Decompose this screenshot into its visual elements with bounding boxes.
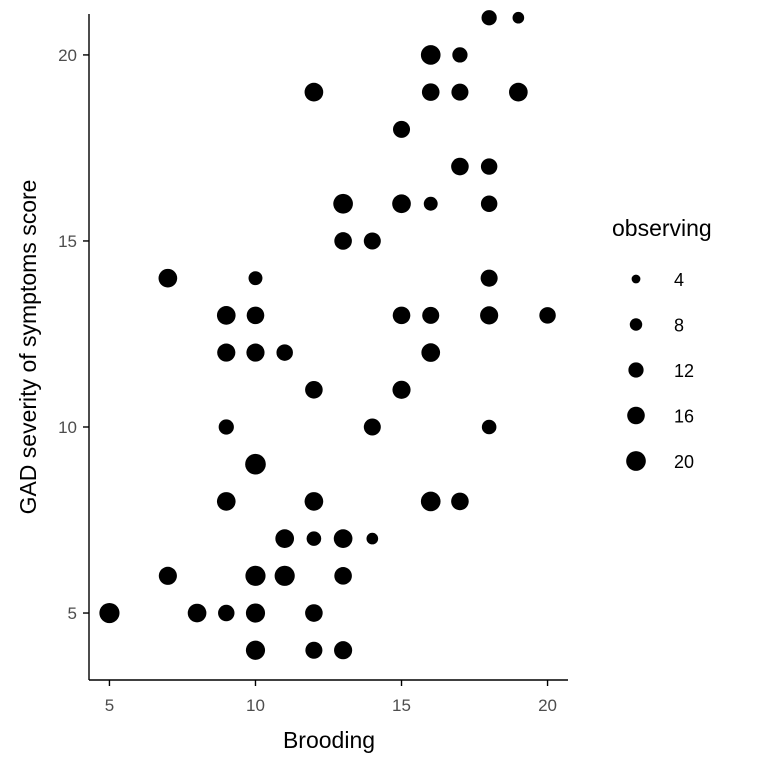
data-point-30 bbox=[305, 380, 323, 399]
data-point-7 bbox=[509, 82, 528, 102]
data-point-52 bbox=[305, 604, 323, 622]
data-point-10 bbox=[480, 158, 498, 175]
data-point-3 bbox=[452, 47, 468, 63]
y-tick-label-10: 10 bbox=[58, 418, 77, 437]
data-point-17 bbox=[158, 268, 178, 288]
data-point-21 bbox=[246, 306, 265, 325]
data-point-34 bbox=[481, 419, 497, 435]
data-point-49 bbox=[187, 603, 207, 623]
data-point-14 bbox=[480, 195, 498, 212]
y-tick-label-5: 5 bbox=[68, 604, 77, 623]
data-point-18 bbox=[248, 271, 263, 286]
data-point-55 bbox=[334, 641, 353, 660]
data-point-1 bbox=[512, 11, 525, 24]
data-point-51 bbox=[245, 603, 266, 623]
data-point-8 bbox=[392, 120, 411, 138]
data-point-54 bbox=[305, 641, 323, 659]
data-point-35 bbox=[245, 453, 266, 475]
data-point-6 bbox=[451, 83, 469, 101]
data-point-28 bbox=[276, 344, 293, 361]
data-point-20 bbox=[216, 306, 236, 325]
ticks-layer: 5 10 15 20 5 10 15 20 bbox=[58, 46, 557, 715]
x-tick-label-5: 5 bbox=[105, 696, 114, 715]
y-tick-label-20: 20 bbox=[58, 46, 77, 65]
data-point-41 bbox=[306, 531, 322, 546]
data-point-36 bbox=[216, 492, 236, 511]
legend-label-20: 20 bbox=[674, 452, 694, 472]
data-point-2 bbox=[420, 45, 441, 65]
data-point-45 bbox=[245, 565, 266, 586]
data-point-0 bbox=[481, 10, 497, 26]
x-tick-label-10: 10 bbox=[246, 696, 265, 715]
legend-key-12 bbox=[628, 362, 644, 378]
data-point-33 bbox=[363, 418, 381, 436]
size-legend: observing 4 8 12 16 20 bbox=[612, 215, 712, 472]
data-point-12 bbox=[392, 194, 411, 214]
data-point-27 bbox=[246, 343, 265, 362]
data-point-16 bbox=[363, 232, 381, 250]
data-point-26 bbox=[217, 343, 236, 362]
data-point-29 bbox=[421, 343, 441, 362]
legend-label-8: 8 bbox=[674, 316, 684, 336]
data-point-32 bbox=[218, 419, 234, 435]
data-point-13 bbox=[423, 196, 438, 211]
legend-label-12: 12 bbox=[674, 361, 694, 381]
y-tick-label-15: 15 bbox=[58, 232, 77, 251]
legend-key-20 bbox=[626, 451, 646, 471]
data-point-53 bbox=[245, 640, 266, 660]
legend-label-4: 4 bbox=[674, 270, 684, 290]
data-point-40 bbox=[275, 529, 295, 548]
points-layer bbox=[99, 10, 556, 660]
legend-key-16 bbox=[627, 406, 645, 425]
data-point-25 bbox=[539, 307, 556, 324]
data-point-48 bbox=[99, 602, 120, 624]
data-point-31 bbox=[392, 380, 411, 399]
data-point-46 bbox=[274, 565, 295, 586]
data-point-11 bbox=[333, 193, 353, 214]
data-point-47 bbox=[334, 567, 352, 585]
legend-label-16: 16 bbox=[674, 407, 694, 427]
data-point-38 bbox=[420, 491, 441, 512]
data-point-5 bbox=[421, 83, 440, 101]
y-axis-title: GAD severity of symptoms score bbox=[15, 180, 41, 515]
legend-title: observing bbox=[612, 215, 712, 241]
data-point-4 bbox=[304, 82, 324, 102]
data-point-19 bbox=[480, 269, 498, 287]
legend-key-8 bbox=[629, 318, 643, 331]
data-point-44 bbox=[158, 566, 177, 585]
x-tick-label-15: 15 bbox=[392, 696, 411, 715]
data-point-23 bbox=[422, 306, 440, 324]
data-point-43 bbox=[366, 532, 379, 545]
data-point-9 bbox=[451, 157, 469, 176]
data-point-37 bbox=[304, 492, 324, 511]
legend-items: 4 8 12 16 20 bbox=[626, 270, 694, 472]
x-axis-title: Brooding bbox=[283, 727, 375, 753]
data-point-24 bbox=[480, 306, 499, 325]
data-point-50 bbox=[218, 604, 235, 622]
data-point-42 bbox=[333, 529, 353, 548]
data-point-22 bbox=[392, 306, 411, 325]
x-tick-label-20: 20 bbox=[538, 696, 557, 715]
data-point-39 bbox=[451, 492, 469, 511]
data-point-15 bbox=[334, 232, 352, 250]
axes-layer bbox=[88, 14, 568, 681]
legend-key-4 bbox=[631, 274, 641, 284]
